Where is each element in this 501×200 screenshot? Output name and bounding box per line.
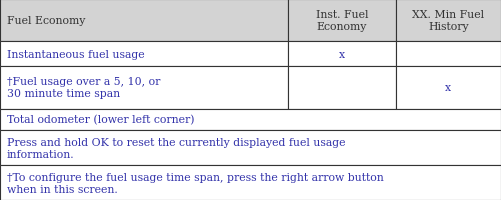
Text: †Fuel usage over a 5, 10, or
30 minute time span: †Fuel usage over a 5, 10, or 30 minute t… — [7, 77, 160, 99]
Bar — [0, 42, 288, 67]
Bar — [396, 42, 501, 67]
Bar — [0, 165, 501, 200]
Text: Press and hold OK to reset the currently displayed fuel usage
information.: Press and hold OK to reset the currently… — [7, 137, 345, 159]
Text: Inst. Fuel
Economy: Inst. Fuel Economy — [316, 10, 368, 32]
Bar — [396, 0, 501, 42]
Text: †To configure the fuel usage time span, press the right arrow button
when in thi: †To configure the fuel usage time span, … — [7, 172, 383, 194]
Text: Fuel Economy: Fuel Economy — [7, 16, 85, 26]
Bar — [0, 0, 288, 42]
Bar — [288, 0, 396, 42]
Bar — [288, 67, 396, 109]
Bar — [288, 42, 396, 67]
Bar — [0, 67, 288, 109]
Bar — [396, 67, 501, 109]
Bar — [0, 131, 501, 165]
Text: XX. Min Fuel
History: XX. Min Fuel History — [412, 10, 484, 32]
Bar — [0, 109, 501, 131]
Text: x: x — [445, 83, 451, 93]
Text: Total odometer (lower left corner): Total odometer (lower left corner) — [7, 115, 194, 125]
Text: x: x — [339, 50, 345, 59]
Text: Instantaneous fuel usage: Instantaneous fuel usage — [7, 50, 144, 59]
